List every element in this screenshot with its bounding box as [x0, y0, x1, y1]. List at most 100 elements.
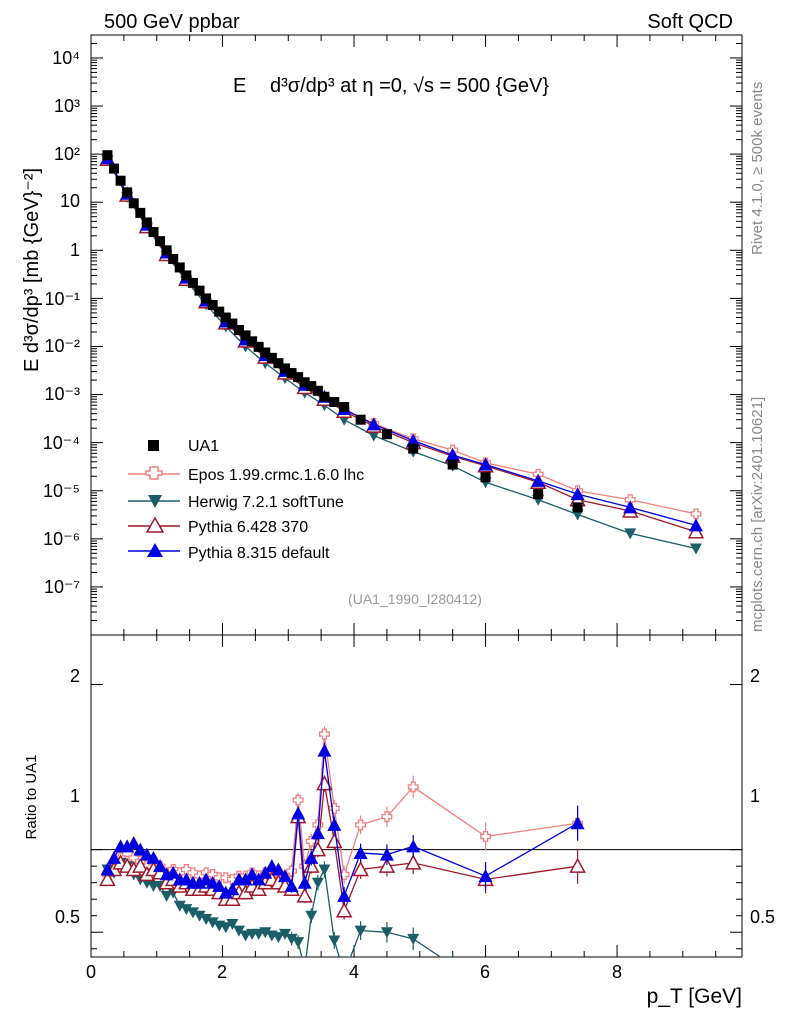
ua1-point: [447, 459, 458, 470]
ratio-point: [570, 816, 585, 830]
ua1-point: [381, 429, 392, 440]
legend-marker-ua1: [148, 440, 159, 451]
ratio-point: [220, 872, 232, 884]
x-tick-label: 0: [86, 962, 96, 982]
ratio-point: [381, 811, 393, 823]
ratio-point: [251, 872, 266, 886]
ratio-point: [355, 819, 367, 831]
ratio-point: [226, 918, 239, 930]
header-left: 500 GeV ppbar: [104, 11, 240, 33]
ua1-point: [220, 312, 231, 323]
ratio-point: [318, 728, 330, 740]
ua1-point: [155, 236, 166, 247]
ratio-point: [232, 925, 245, 937]
ratio-point: [133, 842, 148, 856]
header-right: Soft QCD: [647, 11, 733, 33]
x-tick-label: 6: [480, 962, 490, 982]
ua1-point: [312, 385, 323, 396]
series-line: [106, 158, 697, 515]
ratio-point: [120, 839, 135, 853]
ua1-point: [128, 198, 139, 209]
legend-marker-pythia6: [145, 516, 165, 533]
ratio-tick-label-right: 1: [750, 786, 760, 806]
ua1-point: [253, 341, 264, 352]
ua1-point: [572, 502, 583, 513]
ua1-point: [329, 397, 340, 408]
rivet-label: Rivet 4.1.0, ≥ 500k events: [749, 82, 766, 255]
ratio-point: [352, 860, 369, 877]
ratio-ylabel: Ratio to UA1: [23, 754, 40, 839]
ratio-point: [278, 928, 291, 940]
y-tick-label: 10⁻⁴: [43, 433, 80, 453]
main-y-tick-labels: 10⁴ 10³ 10² 10 1 10⁻¹ 10⁻² 10⁻³ 10⁻⁴ 10⁻…: [43, 48, 80, 597]
ratio-point: [107, 850, 122, 864]
series-point: [570, 487, 585, 501]
ratio-point: [305, 835, 317, 847]
ua1-point: [339, 402, 350, 413]
ratio-point: [328, 802, 340, 814]
ratio-point: [380, 927, 393, 939]
ua1-point: [161, 245, 172, 256]
ratio-panel-frame: [90, 634, 743, 958]
ratio-point: [305, 910, 318, 922]
ratio-tick-label-left: 1: [70, 786, 80, 806]
ratio-point: [259, 927, 272, 939]
legend: UA1 Epos 1.99.crmc.1.6.0 lhc Herwig 7.2.…: [128, 438, 364, 562]
series-line: [106, 159, 697, 550]
y-tick-label: 10⁻⁶: [43, 529, 80, 549]
ratio-point: [153, 859, 168, 873]
ratio-point: [296, 887, 313, 903]
ua1-point: [115, 175, 126, 186]
ratio-tick-label-left: 2: [70, 666, 80, 686]
ratio-point: [378, 857, 396, 873]
ua1-point: [299, 377, 310, 388]
ratio-point: [326, 832, 343, 849]
ratio-point: [299, 964, 311, 975]
ratio-point: [277, 869, 292, 883]
ua1-point: [273, 358, 284, 369]
ratio-point: [238, 872, 253, 886]
ua1-point: [279, 363, 290, 374]
ua1-point: [293, 372, 304, 383]
ratio-point: [337, 888, 352, 902]
ratio-point: [310, 826, 325, 840]
series-point: [531, 473, 546, 487]
ratio-point: [406, 839, 421, 853]
ua1-point: [214, 306, 225, 317]
ratio-point: [99, 870, 116, 887]
ua1-point: [194, 285, 205, 296]
legend-label: Pythia 8.315 default: [188, 545, 330, 562]
ua1-point: [355, 414, 366, 425]
x-tick-labels: 0 2 4 6 8: [86, 962, 622, 982]
main-plot-area: [99, 150, 705, 555]
y-tick-label: 10²: [54, 144, 80, 164]
y-tick-label: 10³: [54, 96, 80, 116]
ua1-point: [174, 262, 185, 273]
ua1-point: [533, 489, 544, 500]
y-tick-label: 10⁻¹: [44, 289, 80, 309]
ua1-point: [141, 217, 152, 228]
ua1-point: [260, 347, 271, 358]
ua1-point: [227, 318, 238, 329]
ratio-point: [206, 917, 219, 929]
ratio-point: [132, 857, 149, 873]
x-tick-label: 8: [612, 962, 622, 982]
ua1-point: [306, 381, 317, 392]
series-point: [406, 433, 421, 447]
ratio-point: [318, 864, 331, 876]
ratio-point: [407, 781, 419, 793]
ratio-point: [292, 937, 305, 949]
ua1-point: [480, 472, 491, 483]
ua1-point: [181, 270, 192, 281]
ratio-point: [193, 910, 206, 922]
ratio-point: [328, 935, 341, 947]
legend-label: Epos 1.99.crmc.1.6.0 lhc: [188, 467, 364, 484]
main-title-prefix: E: [233, 75, 246, 97]
ratio-line: [106, 733, 578, 881]
ratio-point: [272, 932, 285, 944]
ratio-point: [292, 794, 304, 806]
legend-label: UA1: [188, 438, 219, 455]
ratio-plot-area: [91, 726, 742, 975]
ratio-point: [354, 925, 367, 937]
y-tick-label: 10⁻³: [44, 384, 80, 404]
